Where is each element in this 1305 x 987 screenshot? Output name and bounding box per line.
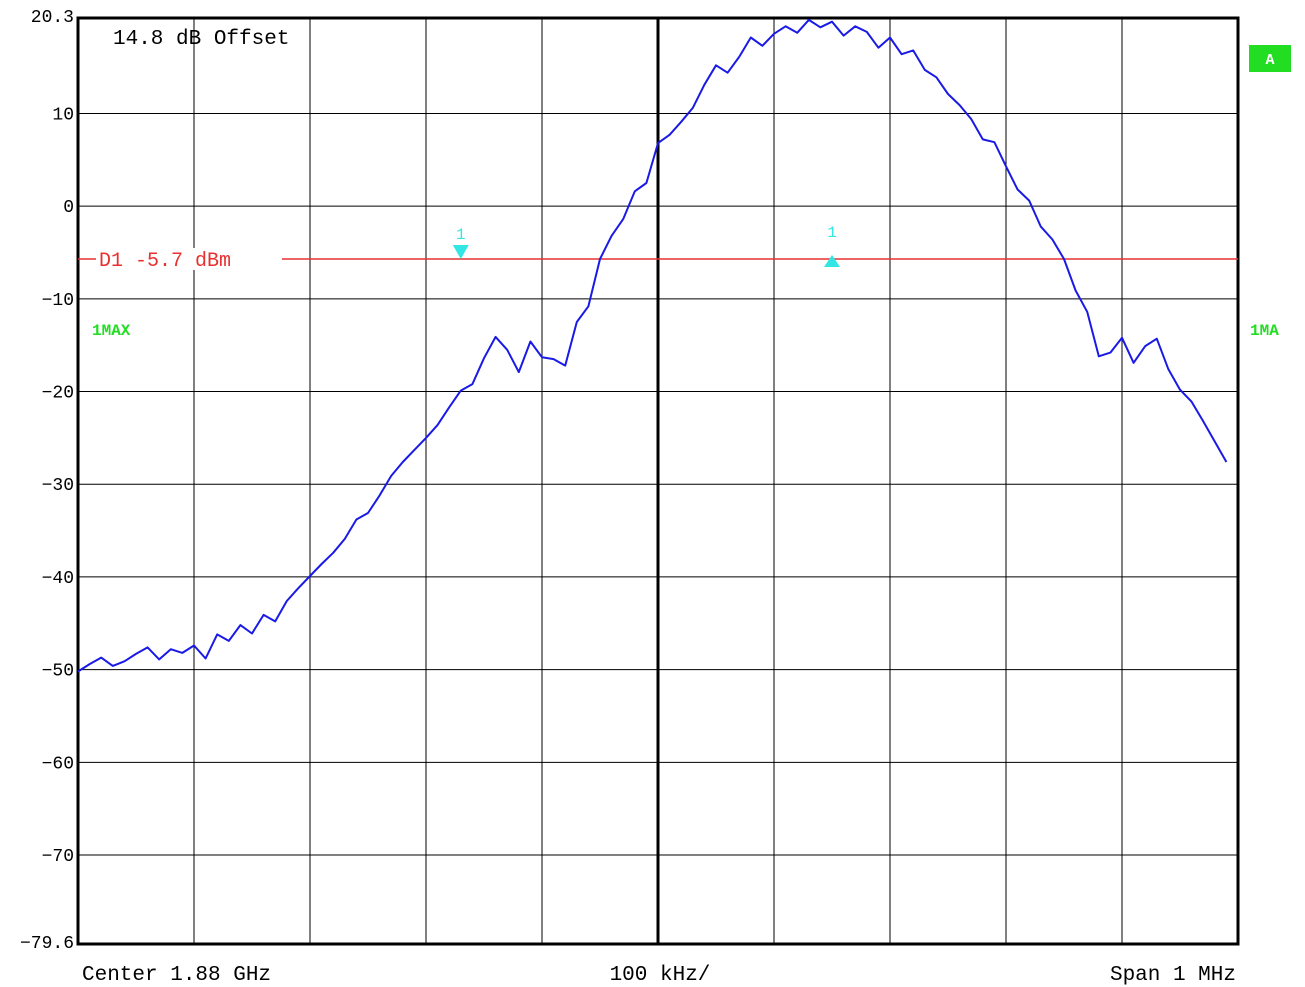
trace-line: [77, 18, 1228, 673]
y-tick-label: −60: [42, 754, 74, 774]
y-tick-label: 0: [63, 198, 74, 218]
y-tick-label: −10: [42, 291, 74, 311]
y-tick-label: −30: [42, 476, 74, 496]
trace-label-left: 1MAX: [92, 322, 131, 340]
display-line-label: D1 -5.7 dBm: [99, 250, 231, 273]
trace-label-right: 1MA: [1250, 322, 1279, 340]
y-tick-label: 10: [52, 105, 74, 125]
plot-grid: [76, 16, 1240, 946]
marker-triangle: [452, 245, 469, 260]
y-tick-label: 20.3: [31, 8, 74, 28]
display-line-label-bg: [96, 248, 282, 271]
trace-a-badge: [1249, 45, 1291, 72]
y-tick-label: −50: [42, 662, 74, 682]
offset-label: 14.8 dB Offset: [113, 28, 289, 51]
y-tick-label: −20: [42, 384, 74, 404]
y-tick-label: −79.6: [20, 934, 74, 954]
trace-a-badge-label: A: [1265, 52, 1274, 69]
y-axis-ticks: 20.3 10 0 −10 −20 −30 −40 −50 −60 −70 −79.6: [20, 8, 74, 954]
y-tick-label: −70: [42, 847, 74, 867]
x-label-right: Span 1 MHz: [1110, 964, 1236, 987]
trace-1: [77, 18, 1228, 673]
display-line-d1: D1 -5.7 dBm: [78, 248, 1238, 273]
marker-label: 1: [456, 226, 466, 244]
marker-triangle: [824, 255, 840, 268]
marker-label: 1: [827, 224, 837, 242]
y-tick-label: −40: [42, 569, 74, 589]
x-label-left: Center 1.88 GHz: [82, 964, 271, 987]
x-label-center: 100 kHz/: [610, 964, 711, 987]
